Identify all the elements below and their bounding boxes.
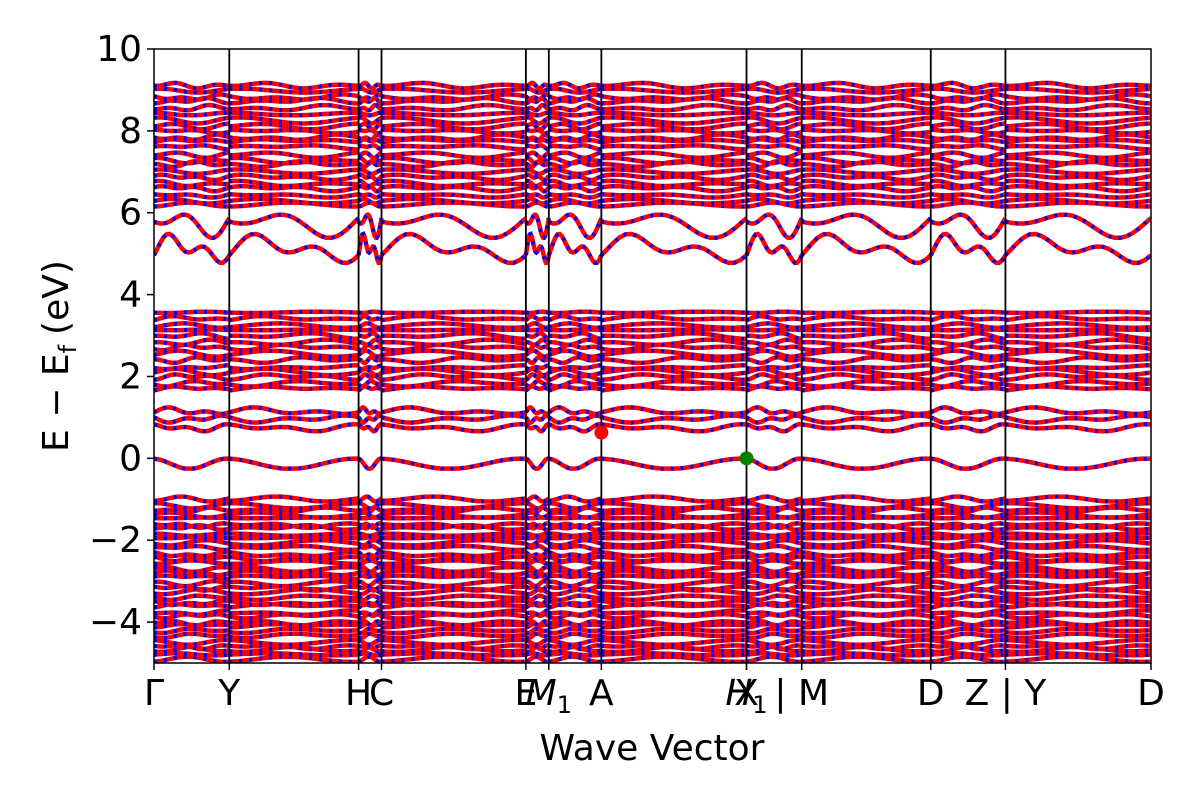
band-line-spin-down <box>154 494 1151 504</box>
band-line-spin-down <box>154 654 1151 663</box>
band-line-spin-down <box>154 86 1151 95</box>
x-tick-label: X <box>734 673 759 714</box>
band-line-spin-down <box>154 521 1151 530</box>
band-line-spin-down <box>154 110 1151 118</box>
x-tick-label: E <box>515 673 538 714</box>
y-tick-label: 8 <box>119 111 142 152</box>
band-line-spin-down <box>154 150 1151 160</box>
x-tick-label: | M <box>774 673 829 714</box>
x-axis-ticks: Γ Y HC EM1 A XH1 | M D Z | Y D <box>144 663 1165 719</box>
y-tick-label: −4 <box>89 602 142 643</box>
band-line-spin-down <box>154 638 1151 647</box>
band-line-spin-down <box>154 167 1151 176</box>
band-line-spin-down <box>154 602 1151 610</box>
band-line-spin-down <box>154 642 1151 652</box>
band-line-spin-down <box>154 554 1151 564</box>
band-line-spin-down <box>154 573 1151 581</box>
band-line-spin-down <box>154 309 1151 315</box>
x-tick-label: D <box>917 673 945 714</box>
band-line-spin-down <box>154 155 1151 166</box>
y-tick-label: 2 <box>119 356 142 397</box>
band-line-spin-down <box>154 651 1151 658</box>
band-line-spin-down <box>154 231 1151 265</box>
band-line-spin-down <box>154 549 1151 559</box>
marker-vbm <box>739 451 754 466</box>
band-line-spin-down <box>154 379 1151 389</box>
x-axis-title: Wave Vector <box>540 728 765 769</box>
band-line-spin-down <box>154 355 1151 365</box>
band-line-spin-down <box>154 608 1151 617</box>
band-line-spin-down <box>154 143 1151 152</box>
band-line-spin-down <box>154 314 1151 323</box>
y-axis-ticks: 10 8 6 4 2 0 −2 −4 <box>89 29 154 643</box>
x-tick-label: Z | Y <box>965 673 1048 714</box>
band-line-spin-down <box>154 348 1151 359</box>
x-tick-label: Y <box>217 673 241 714</box>
y-tick-label: 10 <box>96 29 142 70</box>
band-line-spin-down <box>154 538 1151 548</box>
band-line-spin-down <box>154 579 1151 589</box>
plot-frame <box>153 48 1152 664</box>
band-line-spin-down <box>154 80 1151 91</box>
band-line-spin-down <box>154 337 1151 347</box>
y-axis-title: E − Ef (eV) <box>36 260 82 452</box>
band-line-spin-down <box>154 626 1151 635</box>
x-tick-label: H <box>345 673 372 714</box>
y-tick-label: −2 <box>89 520 142 561</box>
band-line-spin-down <box>154 92 1151 102</box>
bands-layer <box>154 80 1151 663</box>
x-tick-label: Γ <box>144 673 164 714</box>
band-line-spin-down <box>154 531 1151 538</box>
band-line-spin-down <box>154 327 1151 333</box>
band-line-spin-down <box>154 384 1151 393</box>
band-line-spin-down <box>154 321 1151 330</box>
band-line-spin-down <box>154 115 1151 126</box>
band-line-spin-down <box>154 543 1151 552</box>
band-line-spin-down <box>154 505 1151 515</box>
band-line-spin-down <box>154 172 1151 183</box>
kpoint-lines <box>228 49 1007 663</box>
y-axis-title-unit: (eV) <box>36 260 77 335</box>
x-tick-label: C <box>369 673 394 714</box>
marker-cbm <box>594 425 609 440</box>
band-line-spin-up <box>154 212 1151 241</box>
band-line-spin-down <box>154 564 1151 574</box>
band-line-spin-down <box>154 196 1151 206</box>
band-line-spin-up <box>154 413 1151 425</box>
x-tick-label: A <box>589 673 614 714</box>
band-line-spin-down <box>154 331 1151 341</box>
y-axis-title-main: E − E <box>36 353 77 452</box>
band-line-spin-down <box>154 212 1151 240</box>
band-line-spin-down <box>154 558 1151 566</box>
band-line-spin-up <box>154 456 1151 471</box>
band-line-spin-down <box>154 192 1151 200</box>
band-line-spin-down <box>154 501 1151 511</box>
band-line-spin-down <box>154 510 1151 520</box>
band-line-spin-down <box>154 619 1151 628</box>
band-line-spin-down <box>154 405 1151 416</box>
band-line-spin-down <box>154 598 1151 608</box>
extrema-markers <box>594 425 754 466</box>
y-tick-label: 6 <box>119 193 142 234</box>
y-tick-label: 0 <box>119 438 142 479</box>
band-line-spin-down <box>154 366 1151 378</box>
band-line-spin-down <box>154 372 1151 382</box>
y-tick-label: 4 <box>119 275 142 316</box>
band-line-spin-down <box>154 593 1151 602</box>
band-line-spin-down <box>154 103 1151 113</box>
band-line-spin-down <box>154 178 1151 188</box>
band-line-spin-down <box>154 363 1151 372</box>
band-line-spin-down <box>154 631 1151 641</box>
band-line-spin-down <box>154 422 1151 434</box>
band-line-spin-down <box>154 121 1151 132</box>
y-axis-title-sub: f <box>54 344 82 353</box>
x-tick-label: H1 <box>725 673 767 719</box>
x-tick-label: D <box>1137 673 1165 714</box>
band-line-spin-down <box>154 132 1151 142</box>
x-tick-label: M1 <box>526 673 572 719</box>
